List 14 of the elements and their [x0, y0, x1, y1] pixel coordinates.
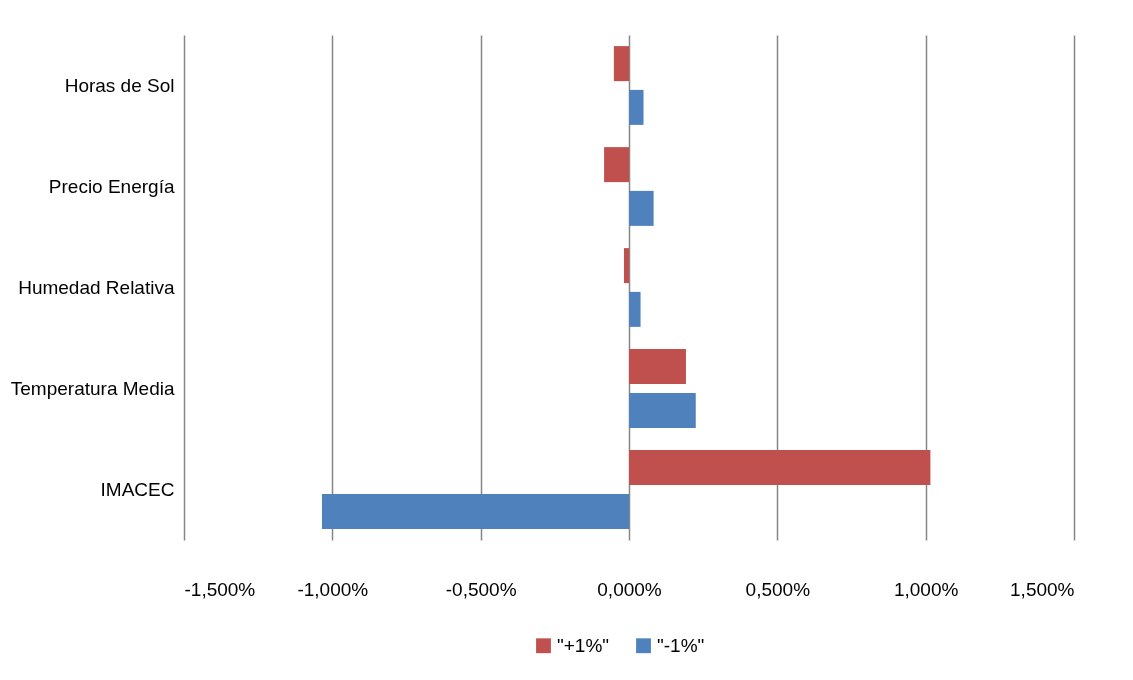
y-tick-label: Humedad Relativa — [18, 276, 175, 298]
y-tick-label: Precio Energía — [48, 175, 175, 197]
x-tick-label: -1,000% — [297, 578, 369, 600]
x-tick-label: -1,500% — [184, 578, 256, 600]
x-tick-label: 0,500% — [745, 578, 811, 600]
y-tick-label: IMACEC — [100, 478, 175, 500]
y-tick-label: Horas de Sol — [64, 74, 175, 96]
y-tick-label: Temperatura Media — [10, 377, 175, 399]
x-tick-label: -0,500% — [445, 578, 517, 600]
x-tick-label: 0,000% — [597, 578, 662, 600]
x-tick-label: 1,000% — [893, 578, 959, 600]
legend-label: "+1%" — [557, 634, 610, 656]
x-tick-label: 1,500% — [1010, 578, 1075, 600]
legend-label: "-1%" — [657, 634, 705, 656]
